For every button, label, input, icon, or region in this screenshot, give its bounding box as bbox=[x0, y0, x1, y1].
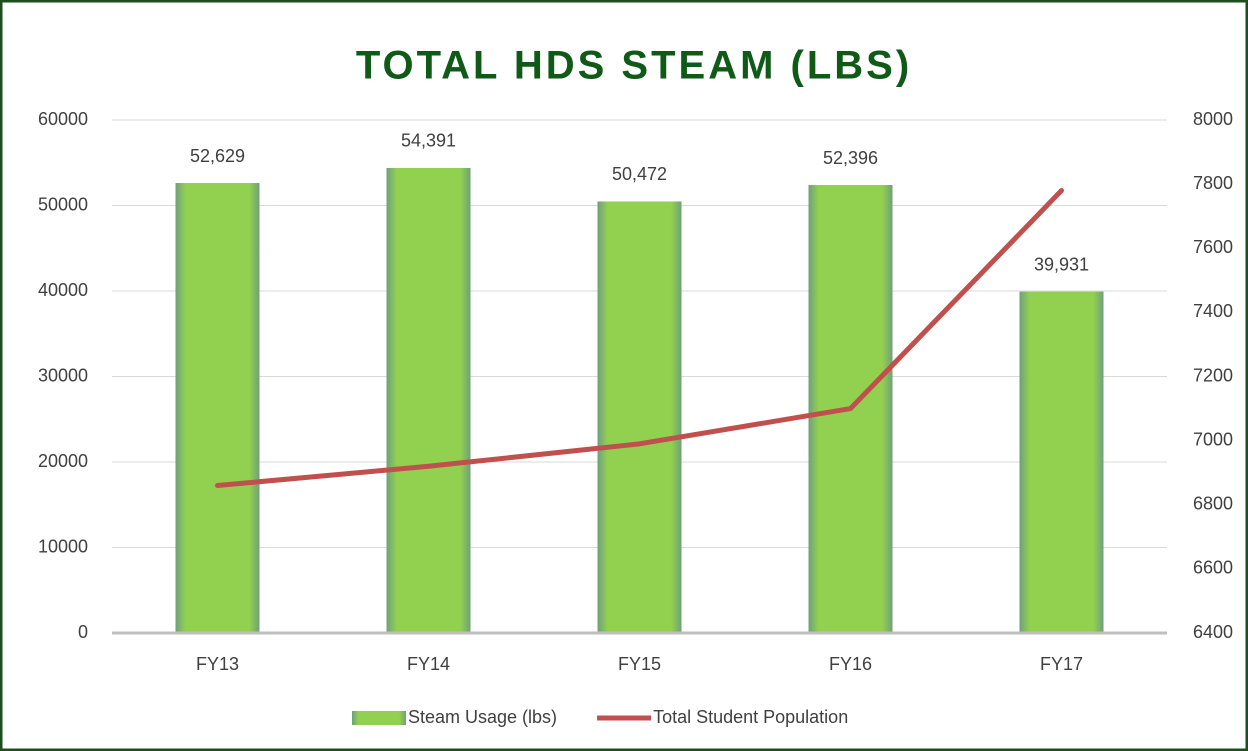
y2-tick-label: 6800 bbox=[1193, 494, 1233, 514]
chart-title: TOTAL HDS STEAM (LBS) bbox=[356, 44, 912, 88]
data-label: 54,391 bbox=[401, 131, 456, 151]
y-tick-label: 60000 bbox=[38, 109, 88, 129]
y-tick-label: 0 bbox=[78, 622, 88, 642]
legend-label: Total Student Population bbox=[653, 707, 848, 727]
legend-label: Steam Usage (lbs) bbox=[408, 707, 557, 727]
bar bbox=[386, 167, 471, 633]
data-label: 52,629 bbox=[190, 146, 245, 166]
bar bbox=[597, 201, 682, 633]
y-tick-label: 20000 bbox=[38, 451, 88, 471]
y2-tick-label: 7000 bbox=[1193, 429, 1233, 449]
y-tick-label: 50000 bbox=[38, 194, 88, 214]
bar bbox=[1019, 291, 1104, 633]
y-tick-label: 30000 bbox=[38, 365, 88, 385]
x-tick-label: FY14 bbox=[407, 654, 450, 674]
y2-tick-label: 7600 bbox=[1193, 237, 1233, 257]
x-tick-label: FY17 bbox=[1040, 654, 1083, 674]
y2-tick-label: 7200 bbox=[1193, 365, 1233, 385]
bar bbox=[175, 183, 260, 634]
data-label: 50,472 bbox=[612, 164, 667, 184]
line bbox=[215, 188, 1064, 489]
data-label: 39,931 bbox=[1034, 254, 1089, 274]
y-tick-label: 40000 bbox=[38, 280, 88, 300]
data-label: 52,396 bbox=[823, 148, 878, 168]
y2-tick-label: 8000 bbox=[1193, 109, 1233, 129]
y-tick-label: 10000 bbox=[38, 536, 88, 556]
x-tick-label: FY13 bbox=[196, 654, 239, 674]
x-tick-label: FY16 bbox=[829, 654, 872, 674]
y2-tick-label: 6400 bbox=[1193, 622, 1233, 642]
y2-tick-label: 6600 bbox=[1193, 558, 1233, 578]
y2-tick-label: 7400 bbox=[1193, 301, 1233, 321]
y2-tick-label: 7800 bbox=[1193, 173, 1233, 193]
legend-swatch bbox=[352, 711, 406, 725]
x-tick-label: FY15 bbox=[618, 654, 661, 674]
